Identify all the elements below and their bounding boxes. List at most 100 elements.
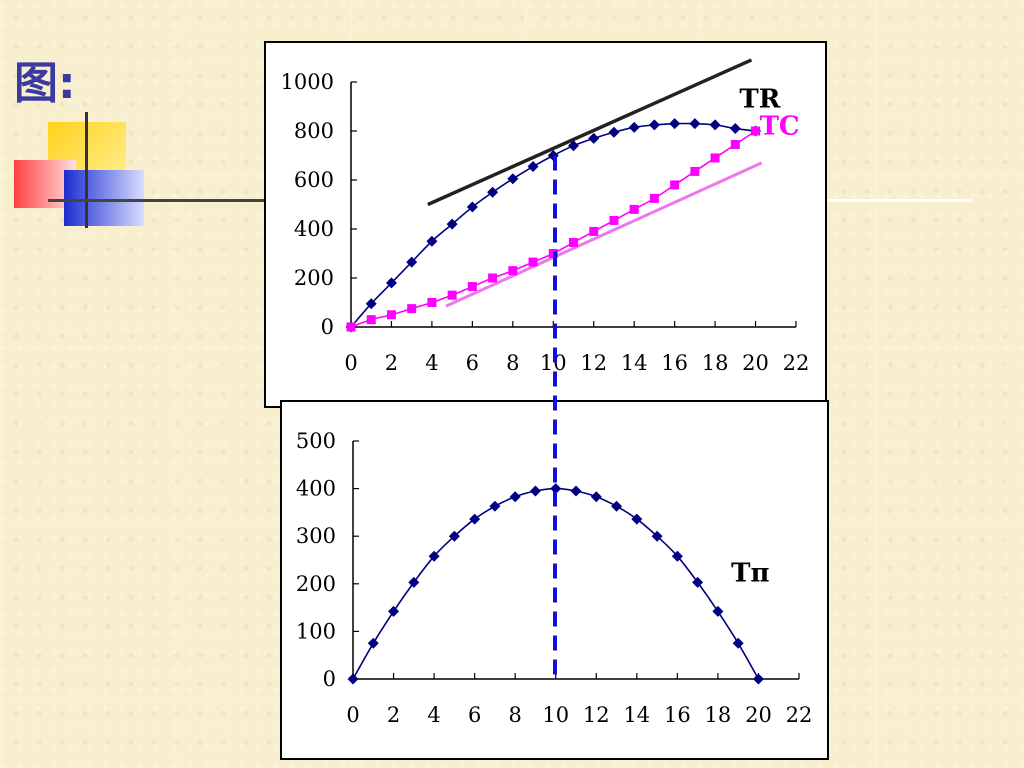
y-tick-label: 600 — [294, 168, 334, 192]
profit-series-point — [692, 576, 704, 588]
y-tick-label: 200 — [296, 572, 336, 596]
tc-series-point — [670, 180, 680, 190]
tr-tangent-line — [427, 58, 753, 207]
tr-series-point — [466, 201, 478, 213]
y-tick-label: 100 — [296, 619, 336, 643]
x-tick-label: 22 — [786, 703, 813, 727]
tc-label: TC — [760, 112, 800, 142]
tr-series-point — [487, 186, 499, 198]
x-tick-label: 18 — [702, 351, 729, 375]
x-tick-label: 0 — [346, 703, 359, 727]
x-tick-label: 20 — [745, 703, 772, 727]
profit-series-point — [712, 605, 724, 617]
tc-series-point — [710, 153, 720, 163]
tc-series-point — [649, 193, 659, 203]
profit-series-point — [388, 605, 400, 617]
profit-series-point — [509, 491, 521, 503]
tc-series-point — [346, 322, 356, 332]
tr-series-point — [446, 218, 458, 230]
x-tick-label: 16 — [664, 703, 691, 727]
x-tick-label: 22 — [783, 351, 810, 375]
y-tick-label: 400 — [294, 217, 334, 241]
profit-series-point — [367, 637, 379, 649]
tr-series-point — [385, 277, 397, 289]
tc-series-point — [751, 126, 761, 136]
tr-series-point — [648, 119, 660, 131]
tr-series-point — [628, 121, 640, 133]
tr-label: TR — [739, 85, 780, 115]
tr-series-point — [729, 123, 741, 135]
profit-series-point — [590, 491, 602, 503]
profit-series-point — [408, 576, 420, 588]
profit-series-point — [732, 637, 744, 649]
decor-blue-rectangle — [64, 170, 144, 226]
x-tick-label: 14 — [621, 351, 648, 375]
x-tick-label: 2 — [385, 351, 398, 375]
x-tick-label: 0 — [344, 351, 357, 375]
x-tick-label: 4 — [427, 703, 440, 727]
y-tick-label: 1000 — [281, 70, 334, 94]
chart-profit: 0 2 4 6 8 10 12 14 16 18 20 22 0 100 200 300 400 500 Tπ — [296, 429, 812, 727]
x-tick-label: 4 — [425, 351, 438, 375]
tc-tangent-line — [445, 161, 763, 308]
x-tick-label: 20 — [742, 351, 769, 375]
decor-horizontal-line-right — [827, 199, 972, 202]
x-tick-label: 6 — [468, 703, 481, 727]
x-tick-label: 2 — [387, 703, 400, 727]
profit-series-point — [469, 513, 481, 525]
tr-series-point — [365, 298, 377, 310]
profit-series-point — [651, 530, 663, 542]
profit-series-point — [752, 673, 764, 685]
profit-series-point — [570, 485, 582, 497]
y-tick-label: 200 — [294, 266, 334, 290]
tc-series-point — [589, 226, 599, 236]
x-tick-label: 16 — [661, 351, 688, 375]
y-tick-label: 500 — [296, 429, 336, 453]
profit-series-point — [671, 550, 683, 562]
tr-series-point — [527, 161, 539, 173]
tc-series-point — [386, 310, 396, 320]
tr-series-point — [689, 118, 701, 130]
tc-series-point — [629, 204, 639, 214]
y-tick-label: 0 — [321, 315, 334, 339]
profit-series-point — [448, 530, 460, 542]
tr-series-point — [568, 140, 579, 152]
tc-series-point — [407, 304, 417, 314]
x-tick-label: 8 — [506, 351, 519, 375]
tr-series-point — [588, 132, 600, 144]
tr-series-point — [426, 235, 438, 247]
tc-series-point — [488, 273, 498, 283]
x-tick-label: 8 — [508, 703, 521, 727]
tr-series-point — [507, 173, 519, 185]
profit-series-point — [489, 500, 501, 512]
profit-series-point — [347, 673, 359, 685]
x-tick-label: 12 — [583, 703, 610, 727]
tc-series-point — [690, 166, 700, 176]
profit-series-point — [428, 550, 440, 562]
y-tick-label: 400 — [296, 477, 336, 501]
x-tick-label: 12 — [580, 351, 607, 375]
tc-series-point — [467, 282, 477, 292]
tc-series-point — [366, 315, 376, 325]
x-tick-label: 10 — [542, 703, 569, 727]
x-tick-label: 18 — [705, 703, 732, 727]
tc-series-point — [508, 266, 518, 276]
y-tick-label: 300 — [296, 524, 336, 548]
tc-series-point — [609, 215, 619, 225]
profit-series-point — [550, 483, 562, 495]
tc-series-point — [569, 237, 578, 247]
profit-chart-panel — [280, 400, 829, 760]
tr-series-point — [608, 126, 620, 138]
x-tick-label: 14 — [623, 703, 650, 727]
decor-vertical-line — [85, 112, 88, 228]
profit-series-point — [611, 500, 623, 512]
tc-series-point — [730, 139, 740, 149]
decor-horizontal-line — [48, 199, 266, 202]
tc-series-point — [528, 257, 538, 267]
profit-series-point — [529, 485, 541, 497]
tc-series-point — [427, 298, 437, 307]
tr-series-point — [669, 118, 681, 130]
profit-series-point — [631, 513, 643, 525]
